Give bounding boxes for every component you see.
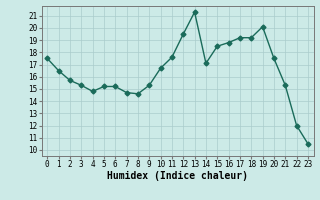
X-axis label: Humidex (Indice chaleur): Humidex (Indice chaleur) xyxy=(107,171,248,181)
